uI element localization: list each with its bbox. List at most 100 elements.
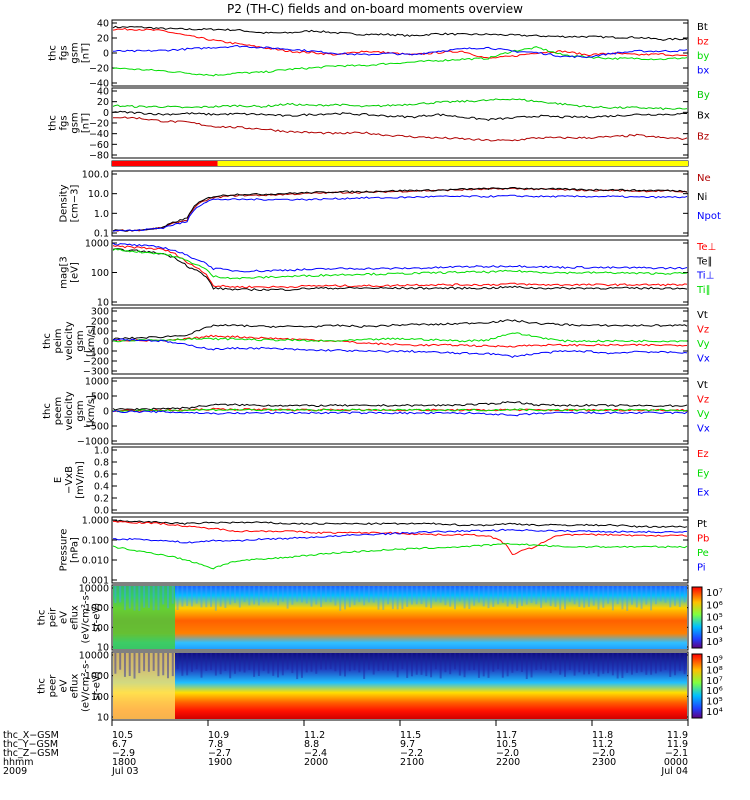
panel-frame xyxy=(111,446,689,514)
legend-entry: Ne xyxy=(697,173,711,184)
legend-entry: Te∥ xyxy=(696,256,713,267)
y-tick-label: 0 xyxy=(103,49,109,60)
y-tick-label: −1000 xyxy=(77,437,109,448)
y-axis-label: [km/s] xyxy=(86,325,97,357)
y-axis-label: thc xyxy=(42,403,53,419)
orbit-row-label: thc_X−GSM xyxy=(3,730,59,741)
x-tick-value: 6.7 xyxy=(112,739,127,750)
legend-entry: Ti∥ xyxy=(696,285,711,296)
y-axis-label: −VxB xyxy=(64,466,75,494)
y-tick-label: 10 xyxy=(97,713,109,724)
legend-entry: Vx xyxy=(697,354,710,365)
x-tick-value: 1900 xyxy=(208,757,232,768)
y-axis-label: [nT] xyxy=(81,113,92,133)
y-axis-label: thc xyxy=(48,45,59,61)
y-tick-label: 40 xyxy=(97,19,109,30)
colorbar-tick-label: 10³ xyxy=(706,637,723,648)
y-tick-label: 200 xyxy=(91,317,109,328)
y-tick-label: 0.1 xyxy=(94,229,109,240)
legend-entry: Pb xyxy=(697,534,709,545)
x-tick-value: 10.5 xyxy=(112,730,133,741)
y-tick-label: 100 xyxy=(91,268,109,279)
legend-entry: Vx xyxy=(697,424,710,435)
y-axis-label: peir xyxy=(48,607,59,627)
series-line xyxy=(112,98,688,111)
y-tick-label: 0.8 xyxy=(94,458,109,469)
y-axis-label: eflux xyxy=(70,674,81,699)
x-tick-value: 2300 xyxy=(592,757,616,768)
y-axis-label: velocity xyxy=(64,391,75,430)
legend-entry: Bz xyxy=(697,131,709,142)
legend-entry: Bx xyxy=(697,111,710,122)
x-tick-value: 1800 xyxy=(112,757,136,768)
series-line xyxy=(112,334,688,348)
colorbar-tick-label: 10⁵ xyxy=(706,697,723,708)
x-tick-value: Jul 03 xyxy=(111,766,139,777)
colorbar-tick-label: 10⁶ xyxy=(706,600,723,611)
series-line xyxy=(112,194,688,232)
y-axis-label: gsm xyxy=(70,42,81,63)
y-axis-label: gsm xyxy=(70,112,81,133)
y-tick-label: −20 xyxy=(89,64,109,75)
y-axis-label: velocity xyxy=(64,321,75,360)
series-line xyxy=(112,110,687,121)
y-tick-label: −300 xyxy=(83,367,109,378)
y-tick-label: 0.6 xyxy=(94,470,109,481)
legend-entry: Vz xyxy=(697,395,709,406)
x-tick-value: −2.7 xyxy=(208,748,231,759)
legend-entry: Te⊥ xyxy=(696,242,716,253)
y-tick-label: 0 xyxy=(103,108,109,119)
legend-entry: Pe xyxy=(697,548,709,559)
y-axis-label: fgs xyxy=(59,115,70,130)
legend-entry: bz xyxy=(697,37,709,48)
x-tick-value: 9.7 xyxy=(400,739,415,750)
series-line xyxy=(112,248,688,280)
legend-entry: Pt xyxy=(697,519,707,530)
y-tick-label: 1000 xyxy=(85,377,109,388)
colorbar-tick-label: 10⁸ xyxy=(706,665,723,676)
series-line xyxy=(112,46,688,77)
y-axis-label: thc xyxy=(37,678,48,694)
x-tick-value: −2.2 xyxy=(400,748,423,759)
y-axis-label: gsm xyxy=(75,400,86,421)
colorbar xyxy=(691,586,703,649)
legend-entry: Npot xyxy=(697,211,721,222)
legend-entry: Vt xyxy=(697,310,708,321)
series-line xyxy=(112,242,688,273)
colorbar-tick-label: 10⁷ xyxy=(706,588,723,599)
y-axis-label: Pressure xyxy=(59,529,70,572)
colorbar-tick-label: 10⁷ xyxy=(706,676,723,687)
y-axis-label: peim xyxy=(53,328,64,353)
series-line xyxy=(112,519,688,528)
heatmap-early-region xyxy=(113,586,175,649)
panel-frame xyxy=(111,170,689,237)
y-axis-label: [nT] xyxy=(81,43,92,63)
x-tick-value: −2.1 xyxy=(665,748,688,759)
series-line xyxy=(112,319,688,341)
heatmap-early-region xyxy=(113,653,175,719)
y-tick-label: −40 xyxy=(89,79,109,90)
legend-entry: By xyxy=(697,90,710,101)
y-tick-label: 10000 xyxy=(79,651,109,662)
x-tick-value: 11.9 xyxy=(667,730,688,741)
x-tick-value: 2200 xyxy=(496,757,520,768)
y-axis-label: (eV/cm²-s- xyxy=(81,591,92,643)
x-tick-value: 11.2 xyxy=(304,730,325,741)
y-axis-label: fgs xyxy=(59,45,70,60)
series-line xyxy=(112,245,688,289)
y-axis-label: thc xyxy=(42,333,53,349)
y-axis-label: thc xyxy=(48,115,59,131)
legend-entry: Ni xyxy=(697,192,707,203)
y-tick-label: 0.100 xyxy=(82,536,109,547)
y-tick-label: 500 xyxy=(91,392,109,403)
series-line xyxy=(112,44,688,59)
heatmap-body xyxy=(113,586,687,649)
y-tick-label: 0.0 xyxy=(94,506,109,517)
legend-entry: Pi xyxy=(697,563,706,574)
y-axis-label: gsm xyxy=(75,330,86,351)
y-tick-label: −60 xyxy=(89,140,109,151)
series-line xyxy=(112,187,688,232)
legend-entry: Bt xyxy=(697,22,708,33)
y-tick-label: 10 xyxy=(97,298,109,309)
